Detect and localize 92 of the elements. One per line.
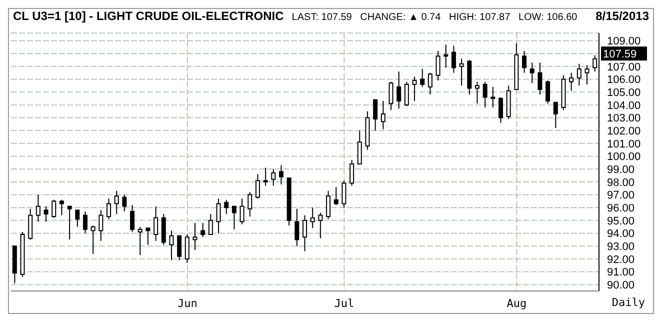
candlestick (584, 64, 590, 85)
candlestick (388, 81, 394, 111)
candlestick (106, 198, 112, 220)
candlestick (342, 180, 346, 208)
y-tick-label: 109.00 (607, 36, 641, 48)
candlestick (459, 58, 464, 86)
candlestick (248, 192, 252, 218)
candlestick (154, 206, 158, 242)
candlestick (82, 210, 88, 234)
candlestick (436, 50, 440, 81)
candlestick (396, 71, 402, 110)
candlestick (271, 168, 276, 186)
candlestick (444, 44, 448, 68)
candlestick (98, 210, 104, 242)
candlestick (208, 213, 213, 236)
candlestick (52, 199, 56, 218)
candlestick (404, 81, 409, 107)
candlestick (146, 228, 150, 246)
candlestick (36, 194, 40, 222)
candlestick (420, 68, 425, 88)
x-tick-label: Jul (334, 296, 354, 310)
candlestick (75, 210, 80, 228)
y-tick-label: 90.00 (607, 279, 635, 292)
y-tick-label: 104.00 (607, 100, 641, 112)
candlestick (90, 225, 96, 254)
candlestick (28, 208, 33, 240)
text: 107.59 (603, 48, 637, 61)
x-tick-label: Jun (177, 296, 198, 310)
candlestick (224, 199, 229, 214)
candlestick (538, 62, 542, 96)
candlestick (122, 194, 127, 212)
text: Daily (612, 296, 645, 309)
text: 8/15/2013 (594, 9, 649, 23)
candlestick (546, 80, 550, 104)
candlestick (576, 63, 582, 86)
candlestick (412, 76, 417, 102)
y-tick-label: 105.00 (607, 86, 641, 99)
y-tick-label: 107.00 (607, 61, 641, 74)
candlestick (530, 62, 534, 84)
y-tick-label: 102.00 (607, 125, 641, 138)
candlestick (498, 96, 504, 124)
y-tick-label: 91.00 (607, 266, 635, 279)
candlestick (373, 99, 378, 132)
candlestick (569, 72, 574, 92)
candlestick (451, 45, 456, 74)
candlestick (192, 222, 198, 250)
candlestick (350, 160, 354, 186)
y-tick-label: 92.00 (607, 254, 635, 266)
x-tick-label: Aug (506, 296, 527, 310)
candlestick (318, 212, 323, 239)
candlestick (263, 167, 268, 186)
y-tick-label: 106.00 (607, 74, 641, 86)
candlestick (177, 235, 182, 261)
candlestick (67, 206, 72, 240)
y-tick-label: 103.00 (607, 112, 641, 125)
candlestick (130, 204, 135, 232)
candlestick (138, 226, 142, 256)
candlestick (482, 81, 488, 108)
candlestick (380, 100, 386, 130)
y-tick-label: 94.00 (607, 228, 635, 240)
y-tick-label: 93.00 (607, 240, 635, 253)
candlestick (326, 190, 331, 220)
candlestick (522, 50, 527, 74)
candlestick (216, 198, 221, 234)
candlestick (59, 199, 64, 216)
chart-subtitle: LAST: 107.59 CHANGE: ▲ 0.74 HIGH: 107.87 LOW: 106.60 (292, 12, 578, 23)
y-tick-label: 95.00 (607, 215, 635, 228)
candlestick (490, 86, 496, 108)
candlestick (278, 164, 284, 185)
candlestick (310, 207, 315, 229)
candlestick (553, 102, 558, 128)
candlestick (474, 81, 480, 104)
y-tick-label: 99.00 (607, 164, 635, 176)
candlestick (334, 186, 338, 206)
y-tick-label: 96.00 (607, 202, 635, 214)
candlestick (428, 72, 432, 96)
candlestick (184, 234, 190, 264)
y-tick-label: 98.00 (607, 176, 635, 189)
y-tick-label: 101.00 (607, 138, 641, 150)
candlestick (169, 230, 174, 261)
chart-title: CL U3=1 [10] - LIGHT CRUDE OIL-ELECTRONIC (13, 9, 284, 23)
candlestick (240, 198, 244, 225)
y-tick-label: 97.00 (607, 190, 635, 202)
candlestick (114, 190, 119, 214)
candlestick (44, 206, 48, 222)
candlestick (232, 206, 236, 230)
candlestick (294, 208, 300, 247)
candlestick (302, 214, 308, 252)
y-tick-label: 100.00 (607, 151, 641, 164)
candlestick (255, 174, 260, 200)
candlestick (357, 130, 362, 164)
candlestick (200, 222, 206, 238)
